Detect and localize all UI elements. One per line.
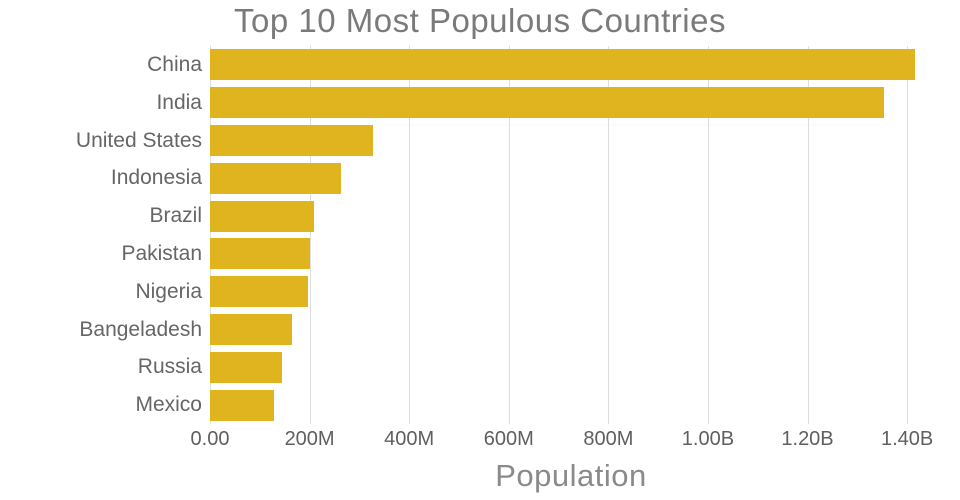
gridline: [608, 46, 610, 424]
bar-china: [210, 49, 915, 81]
y-label-nigeria: Nigeria: [135, 279, 202, 303]
y-label-bangeladesh: Bangeladesh: [79, 317, 202, 341]
bar-indonesia: [210, 162, 342, 194]
bar-india: [210, 87, 885, 119]
bar-pakistan: [210, 238, 311, 270]
y-label-brazil: Brazil: [149, 204, 202, 228]
x-tick-label: 800M: [583, 428, 634, 450]
y-label-mexico: Mexico: [135, 393, 202, 417]
x-tick-label: 400M: [384, 428, 435, 450]
y-axis-labels: China India United States Indonesia Brazil Pa…: [0, 46, 202, 424]
bar-united-states: [210, 125, 373, 156]
gridline: [210, 46, 211, 424]
gridline: [508, 46, 510, 424]
bar-nigeria: [210, 276, 308, 308]
x-tick-label: 600M: [483, 428, 534, 450]
y-label-indonesia: Indonesia: [110, 166, 202, 190]
x-tick-label: 1.20B: [781, 428, 834, 450]
x-tick-label: 1.00B: [681, 428, 735, 450]
gridline: [807, 46, 809, 424]
bar-brazil: [210, 200, 315, 232]
x-tick-label: 0.00: [190, 428, 230, 450]
chart-title: Top 10 Most Populous Countries: [234, 2, 726, 39]
y-label-united-states: United States: [75, 128, 202, 152]
x-axis-title: Population: [495, 458, 647, 493]
gridline: [707, 46, 709, 424]
x-axis-ticks: 0.00 200M 400M 600M 800M 1.00B 1.20B 1.40B: [191, 428, 934, 454]
gridline: [309, 46, 311, 424]
plot-area: [210, 46, 932, 424]
gridline: [907, 46, 909, 424]
x-tick-label: 1.40B: [880, 428, 934, 450]
bar-bangeladesh: [210, 314, 293, 345]
bar-russia: [210, 351, 282, 383]
y-label-india: India: [156, 90, 202, 114]
bar-mexico: [210, 389, 275, 421]
y-label-russia: Russia: [137, 355, 202, 379]
x-tick-label: 200M: [284, 428, 335, 450]
gridline: [409, 46, 411, 424]
y-label-china: China: [147, 53, 202, 76]
y-label-pakistan: Pakistan: [121, 242, 202, 265]
